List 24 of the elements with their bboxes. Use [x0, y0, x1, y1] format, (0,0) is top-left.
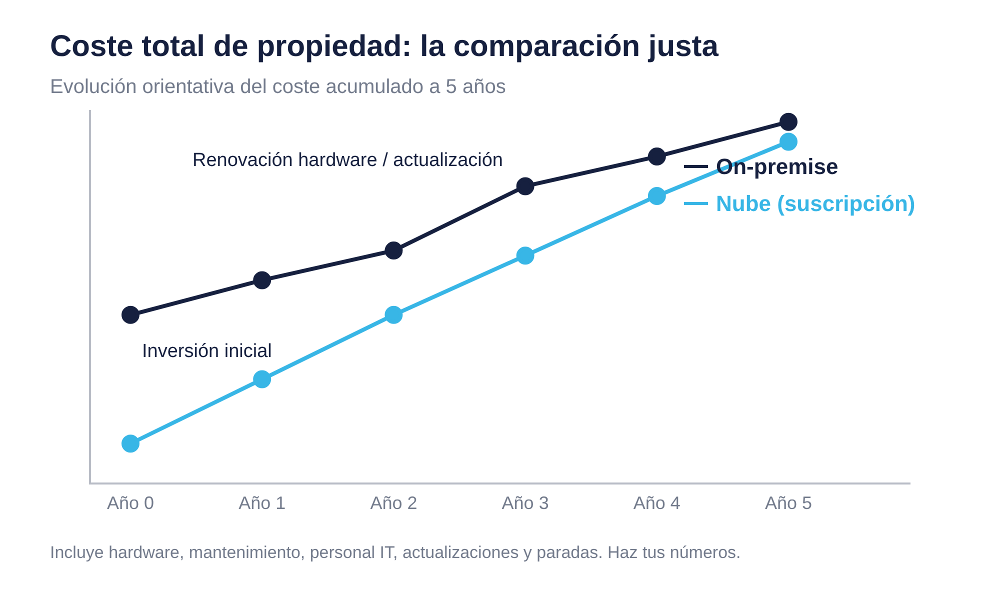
chart-subtitle: Evolución orientativa del coste acumulado a 5 años — [50, 76, 506, 99]
point — [121, 434, 140, 453]
point — [780, 132, 798, 151]
annotation: Renovación hardware / actualización — [190, 150, 505, 172]
point — [253, 370, 272, 388]
annotation: Inversión inicial — [140, 341, 274, 363]
point — [648, 186, 666, 205]
point — [384, 306, 403, 324]
point — [121, 306, 140, 324]
x-tick-label: Año 3 — [502, 493, 549, 514]
text: Incluye hardware, mantenimiento, personal IT, actualizaciones y paradas. Haz tus números. — [50, 543, 741, 563]
legend-label: Nube (suscripción) — [716, 190, 916, 216]
point — [780, 112, 798, 131]
chart-title: Coste total de propiedad: la comparación justa — [50, 30, 718, 64]
x-tick-label: Año 0 — [106, 493, 154, 514]
x-tick-label: Año 2 — [370, 493, 418, 514]
point — [384, 242, 403, 260]
point — [253, 271, 272, 290]
x-tick-label: Año 5 — [764, 493, 812, 514]
point — [516, 246, 534, 265]
x-tick-label: Año 1 — [238, 493, 286, 514]
point — [648, 148, 666, 166]
x-tick-label: Año 4 — [633, 493, 680, 514]
point — [516, 177, 534, 196]
